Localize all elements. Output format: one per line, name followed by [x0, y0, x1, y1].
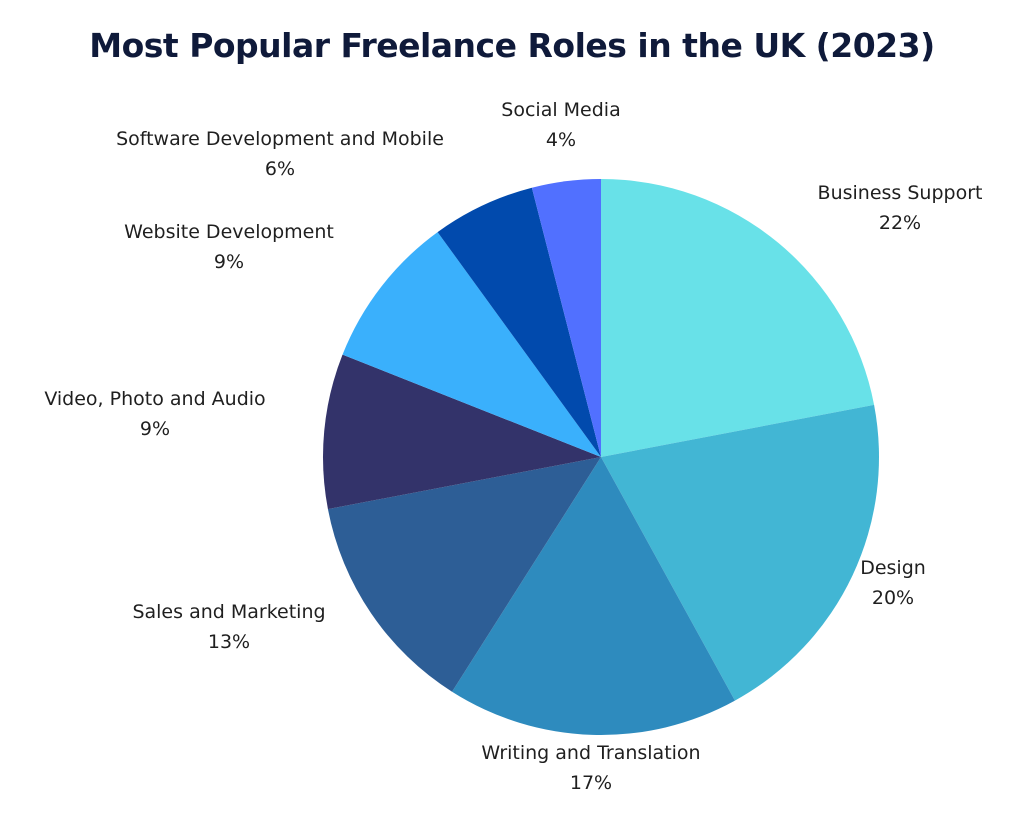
slice-label-value: 9%: [213, 251, 245, 273]
pie-slice-website-development: [342, 232, 601, 457]
slice-label-value: 22%: [878, 212, 922, 234]
slice-label: Video, Photo and Audio 9%: [44, 384, 265, 444]
slice-label-value: 20%: [871, 587, 915, 609]
slice-label-value: 4%: [545, 129, 577, 151]
slice-label: Sales and Marketing 13%: [132, 597, 325, 657]
pie-slice-writing-and-translation: [452, 457, 735, 735]
slice-label-name: Website Development: [124, 221, 334, 243]
slice-label-name: Social Media: [501, 99, 621, 121]
slice-label-name: Video, Photo and Audio: [44, 388, 266, 410]
pie-slice-sales-and-marketing: [327, 457, 601, 692]
slice-label-name: Writing and Translation: [481, 742, 701, 764]
pie-slice-social-media: [531, 179, 601, 457]
pie-slice-software-development-and-mobile: [437, 187, 601, 457]
slice-label: Design 20%: [860, 553, 926, 613]
slice-label-value: 13%: [207, 631, 251, 653]
slice-label-value: 17%: [569, 772, 613, 794]
slice-label-name: Business Support: [817, 182, 983, 204]
slice-label-name: Design: [860, 557, 926, 579]
slice-label-name: Software Development and Mobile: [116, 128, 444, 150]
slice-label: Website Development 9%: [124, 217, 334, 277]
pie-slice-business-support: [601, 179, 875, 457]
slice-label: Software Development and Mobile 6%: [116, 124, 444, 184]
slice-label-value: 6%: [264, 158, 296, 180]
slice-label: Business Support 22%: [818, 178, 983, 238]
slice-label: Social Media 4%: [501, 95, 620, 155]
pie-slice-video-photo-and-audio: [323, 354, 601, 510]
pie-slice-design: [601, 404, 880, 701]
slice-label-value: 9%: [139, 418, 171, 440]
chart-title: Most Popular Freelance Roles in the UK (…: [89, 26, 935, 65]
slice-label: Writing and Translation 17%: [481, 738, 700, 798]
slice-label-name: Sales and Marketing: [132, 601, 326, 623]
